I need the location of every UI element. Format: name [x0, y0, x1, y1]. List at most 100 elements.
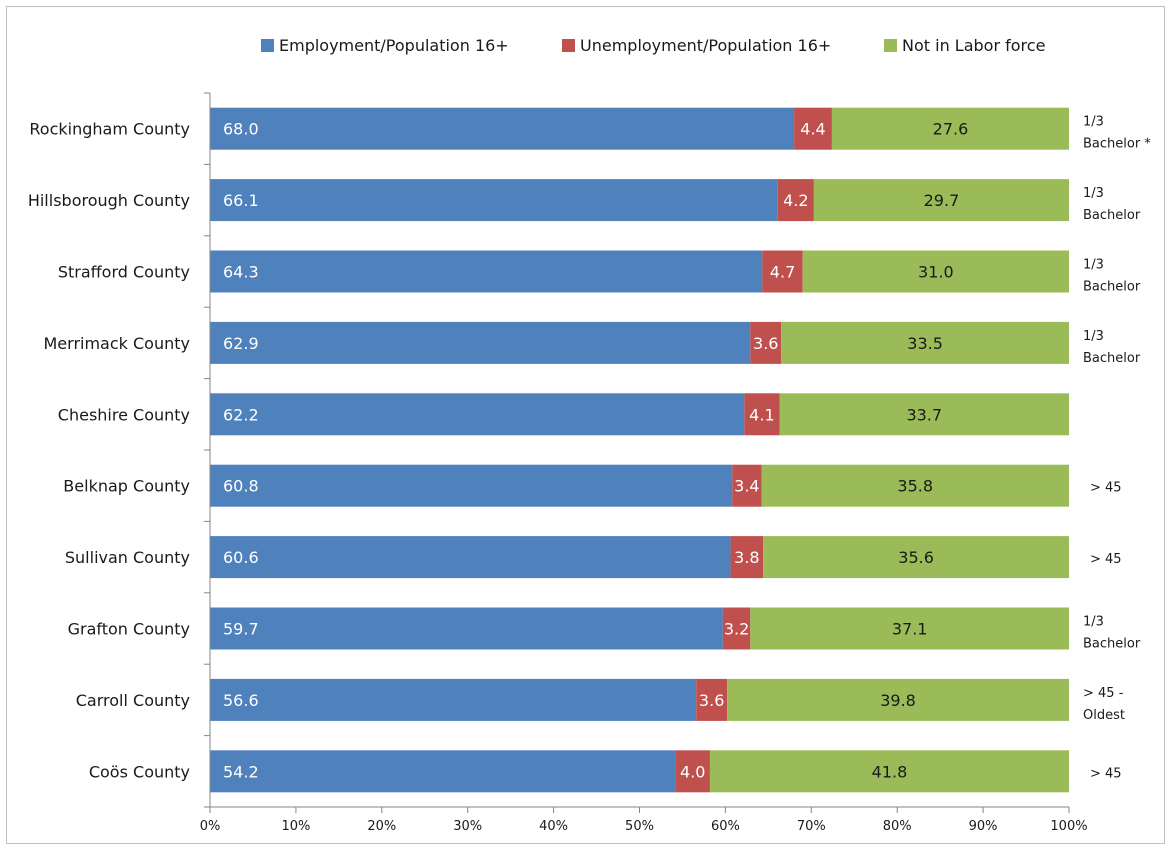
category-label-cheshire-county: Cheshire County: [58, 405, 190, 424]
bar-unemployment-population-16-cheshire-county: [744, 393, 780, 436]
legend-swatch: [562, 39, 575, 52]
row-note-line: Bachelor *: [1083, 137, 1151, 152]
bar-unemployment-population-16-grafton-county: [722, 607, 751, 650]
value-label-unemployment-population-16-strafford-county: 4.7: [770, 263, 795, 282]
bar-unemployment-population-16-hillsborough-county: [777, 179, 814, 222]
bar-not-in-labor-force-grafton-county: [750, 607, 1069, 650]
legend-swatch: [884, 39, 897, 52]
value-label-unemployment-population-16-rockingham-county: 4.4: [800, 120, 825, 139]
bar-unemployment-population-16-belknap-county: [732, 464, 762, 507]
bar-unemployment-population-16-coos-county: [675, 750, 710, 793]
legend-swatch: [261, 39, 274, 52]
x-tick-label: 30%: [453, 819, 482, 834]
axes: 0% 10% 20% 30% 40% 50% 60% 70% 80% 90% 100%: [200, 92, 1088, 834]
row-note-carroll-county: > 45 - Oldest: [1083, 686, 1125, 723]
value-label-employment-population-16-belknap-county: 60.8: [223, 477, 259, 496]
value-label-not-in-labor-force-carroll-county: 39.8: [880, 691, 916, 710]
value-label-not-in-labor-force-coos-county: 41.8: [872, 762, 908, 781]
bar-unemployment-population-16-sullivan-county: [730, 536, 764, 579]
value-label-unemployment-population-16-hillsborough-county: 4.2: [783, 191, 808, 210]
x-tick-label: 80%: [883, 819, 912, 834]
legend-item-unemployment-population-16: Unemployment/Population 16+: [562, 36, 831, 55]
row-note-hillsborough-county: 1/3 Bachelor: [1083, 186, 1141, 223]
bar-not-in-labor-force-carroll-county: [727, 678, 1069, 721]
row-note-coos-county: > 45: [1090, 766, 1122, 781]
value-label-not-in-labor-force-rockingham-county: 27.6: [933, 120, 969, 139]
row-note-line: > 45: [1090, 481, 1122, 496]
value-label-not-in-labor-force-belknap-county: 35.8: [897, 477, 933, 496]
bar-employment-population-16-belknap-county: [210, 464, 733, 507]
row-note-line: 1/3: [1083, 186, 1104, 201]
legend-item-employment-population-16: Employment/Population 16+: [261, 36, 509, 55]
category-label-coos-county: Coös County: [89, 762, 190, 781]
row-note-strafford-county: 1/3 Bachelor: [1083, 258, 1141, 295]
x-tick-label: 10%: [281, 819, 310, 834]
bar-not-in-labor-force-coos-county: [709, 750, 1069, 793]
bar-unemployment-population-16-strafford-county: [762, 250, 803, 293]
bar-unemployment-population-16-rockingham-county: [794, 107, 832, 150]
value-label-employment-population-16-carroll-county: 56.6: [223, 691, 259, 710]
bar-employment-population-16-rockingham-county: [210, 107, 795, 150]
bar-employment-population-16-grafton-county: [210, 607, 723, 650]
value-label-employment-population-16-rockingham-county: 68.0: [223, 120, 259, 139]
category-label-carroll-county: Carroll County: [76, 691, 190, 710]
value-label-employment-population-16-merrimack-county: 62.9: [223, 334, 259, 353]
legend-item-not-in-labor-force: Not in Labor force: [884, 36, 1045, 55]
x-tick-label: 40%: [539, 819, 568, 834]
value-label-unemployment-population-16-coos-county: 4.0: [680, 762, 705, 781]
row-note-line: Bachelor: [1083, 351, 1141, 366]
row-note-grafton-county: 1/3 Bachelor: [1083, 615, 1141, 652]
bar-not-in-labor-force-cheshire-county: [779, 393, 1069, 436]
value-label-unemployment-population-16-belknap-county: 3.4: [734, 477, 759, 496]
x-tick-label: 70%: [797, 819, 826, 834]
value-label-employment-population-16-sullivan-county: 60.6: [223, 548, 259, 567]
bar-not-in-labor-force-merrimack-county: [781, 321, 1069, 364]
legend-label: Unemployment/Population 16+: [580, 36, 831, 55]
category-label-hillsborough-county: Hillsborough County: [28, 191, 190, 210]
bar-employment-population-16-cheshire-county: [210, 393, 745, 436]
row-note-line: 1/3: [1083, 615, 1104, 630]
bar-employment-population-16-coos-county: [210, 750, 676, 793]
bar-not-in-labor-force-sullivan-county: [763, 536, 1069, 579]
category-labels: Rockingham County Hillsborough County Stra…: [28, 120, 190, 782]
category-label-rockingham-county: Rockingham County: [29, 120, 190, 139]
x-tick-label: 100%: [1050, 819, 1087, 834]
value-label-employment-population-16-hillsborough-county: 66.1: [223, 191, 259, 210]
value-label-unemployment-population-16-cheshire-county: 4.1: [749, 405, 774, 424]
bar-employment-population-16-hillsborough-county: [210, 179, 778, 222]
x-tick-label: 50%: [625, 819, 654, 834]
x-tick-label: 20%: [367, 819, 396, 834]
value-label-not-in-labor-force-cheshire-county: 33.7: [906, 405, 942, 424]
row-note-line: > 45: [1090, 552, 1122, 567]
value-label-not-in-labor-force-strafford-county: 31.0: [918, 263, 954, 282]
value-label-not-in-labor-force-sullivan-county: 35.6: [898, 548, 934, 567]
category-label-sullivan-county: Sullivan County: [65, 548, 190, 567]
row-note-rockingham-county: 1/3 Bachelor *: [1083, 115, 1151, 152]
value-label-employment-population-16-strafford-county: 64.3: [223, 263, 259, 282]
bar-not-in-labor-force-hillsborough-county: [813, 179, 1069, 222]
legend: Employment/Population 16+ Unemployment/Po…: [261, 36, 1045, 55]
row-note-line: Bachelor: [1083, 280, 1141, 295]
bar-employment-population-16-sullivan-county: [210, 536, 731, 579]
row-note-line: Bachelor: [1083, 208, 1141, 223]
row-note-merrimack-county: 1/3 Bachelor: [1083, 329, 1141, 366]
row-note-line: 1/3: [1083, 258, 1104, 273]
bar-unemployment-population-16-merrimack-county: [750, 321, 782, 364]
value-label-not-in-labor-force-merrimack-county: 33.5: [907, 334, 943, 353]
category-label-merrimack-county: Merrimack County: [44, 334, 191, 353]
value-label-unemployment-population-16-sullivan-county: 3.8: [734, 548, 759, 567]
row-note-line: > 45 -: [1083, 686, 1124, 701]
bar-not-in-labor-force-rockingham-county: [831, 107, 1069, 150]
row-note-belknap-county: > 45: [1090, 481, 1122, 496]
value-label-unemployment-population-16-grafton-county: 3.2: [724, 620, 749, 639]
x-tick-label: 90%: [969, 819, 998, 834]
value-label-not-in-labor-force-hillsborough-county: 29.7: [924, 191, 960, 210]
legend-label: Employment/Population 16+: [279, 36, 509, 55]
value-label-not-in-labor-force-grafton-county: 37.1: [892, 620, 928, 639]
row-note-line: Oldest: [1083, 708, 1125, 723]
x-tick-label: 0%: [200, 819, 221, 834]
x-tick-label: 60%: [711, 819, 740, 834]
category-label-strafford-county: Strafford County: [58, 263, 190, 282]
value-label-unemployment-population-16-merrimack-county: 3.6: [753, 334, 778, 353]
